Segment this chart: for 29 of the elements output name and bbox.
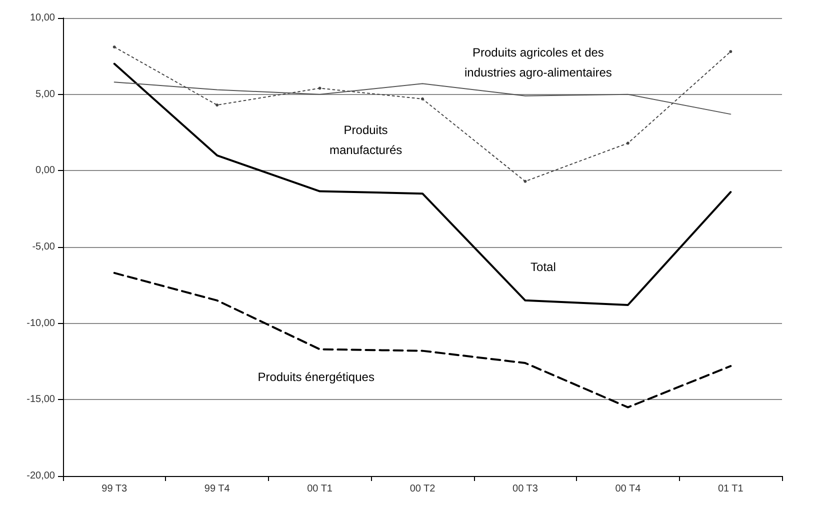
y-tick-label: -15,00: [26, 394, 56, 406]
line-series: [112, 46, 732, 183]
x-tick-label: 01 T1: [718, 484, 744, 494]
point: [421, 97, 424, 100]
x-tick-label: 00 T3: [512, 484, 538, 494]
series-label: Produits agricoles et des industries agro-alimentaires: [464, 45, 612, 80]
line-series: [114, 82, 732, 115]
x-tick-label: 00 T4: [615, 484, 642, 494]
y-tick-label: -20,00: [26, 470, 56, 482]
y-tick-label: 10,00: [30, 12, 56, 24]
text: Produits manufacturés: [329, 123, 402, 158]
x-tick-label: 00 T2: [410, 484, 436, 494]
line-series: [113, 62, 732, 306]
point: [318, 86, 322, 90]
y-tick-label: -10,00: [26, 318, 56, 329]
x-tick-label: 00 T1: [307, 484, 333, 494]
series-label: Total: [530, 260, 556, 274]
point: [626, 142, 630, 145]
y-tick-label: -5,00: [32, 242, 56, 252]
point: [729, 50, 732, 54]
x-tick-label: 99 T3: [102, 484, 128, 494]
point: [112, 46, 116, 49]
y-tick-label: 5,00: [36, 88, 56, 100]
point: [216, 104, 219, 107]
point: [524, 180, 527, 183]
x-tick-label: 99 T4: [204, 484, 230, 494]
y-tick-label: 0,00: [36, 165, 56, 176]
series-label: Produits énergétiques: [258, 370, 374, 384]
line-series: [113, 272, 732, 408]
